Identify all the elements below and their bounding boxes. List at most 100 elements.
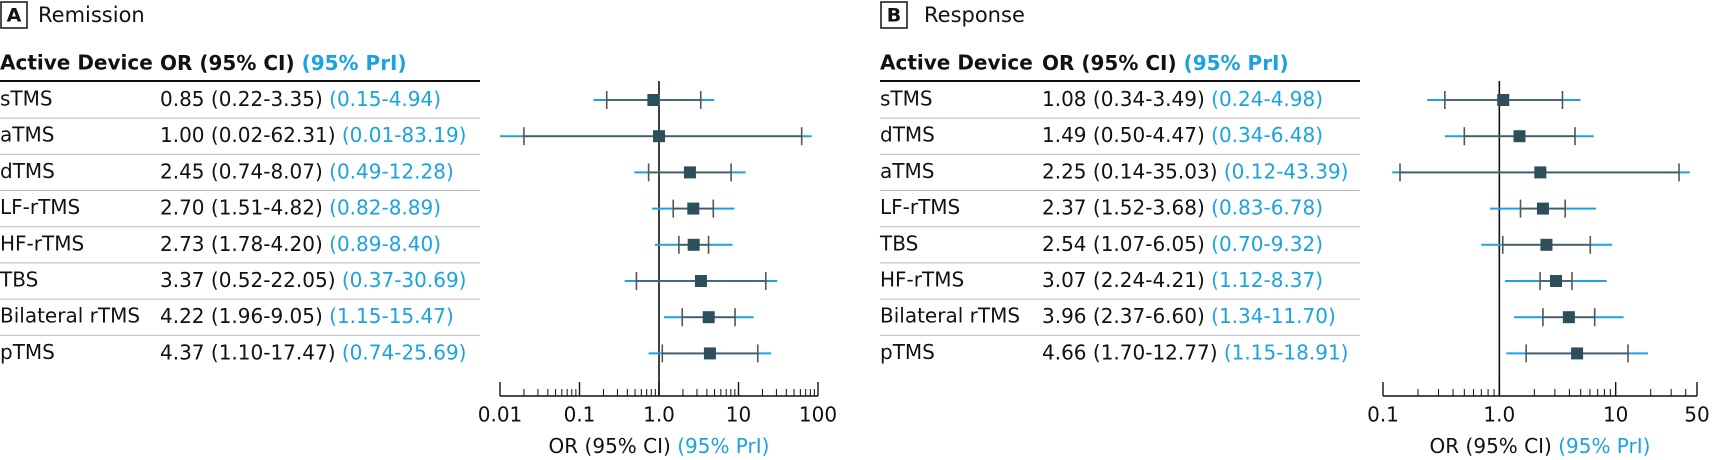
x-axis-label: OR (95% CI) (95% PrI) (549, 434, 770, 458)
row-device-label: aTMS (880, 159, 934, 183)
row-pri-text: (0.74-25.69) (342, 340, 467, 364)
x-tick-label: 10 (726, 403, 751, 427)
row-device-label: aTMS (0, 123, 54, 147)
x-tick-label: 50 (1684, 403, 1709, 427)
or-marker (1562, 311, 1575, 324)
x-tick-label: 1.0 (643, 403, 675, 427)
row-device-label: LF-rTMS (880, 195, 960, 219)
row-estimate-text: 4.22 (1.96-9.05) (1.15-15.47) (160, 304, 454, 328)
panel-b-response: B Response Active Device OR (95% CI) (95% P… (879, 1, 1710, 458)
col-header-pri: (95% PrI) (302, 51, 407, 75)
row-device-label: dTMS (0, 159, 55, 183)
row-estimate-text: 2.54 (1.07-6.05) (0.70-9.32) (1042, 231, 1323, 255)
row-pri-text: (1.15-15.47) (329, 304, 454, 328)
x-axis-label-pri: (95% PrI) (677, 434, 769, 458)
panel-letter-box (880, 1, 908, 29)
panel-letter: A (7, 5, 22, 27)
or-marker (1513, 130, 1526, 143)
or-marker (703, 347, 716, 360)
x-axis-label: OR (95% CI) (95% PrI) (1430, 434, 1651, 458)
panel-title: Response (924, 3, 1025, 27)
or-marker (1497, 94, 1510, 106)
row-estimate-text: 3.07 (2.24-4.21) (1.12-8.37) (1042, 268, 1323, 292)
panel-a-remission: A Remission Active Device OR (95% CI) (95% … (0, 1, 837, 458)
row-pri-text: (0.12-43.39) (1224, 159, 1349, 183)
col-header-or-pri: OR (95% CI) (95% PrI) (160, 51, 407, 75)
row-estimate-text: 1.49 (0.50-4.47) (0.34-6.48) (1042, 123, 1323, 147)
row-device-label: HF-rTMS (0, 231, 84, 255)
or-marker (1536, 202, 1549, 215)
x-tick-label: 1.0 (1483, 403, 1515, 427)
x-tick-label: 100 (799, 403, 837, 427)
row-or-ci-text: 4.66 (1.70-12.77) (1042, 340, 1224, 364)
or-marker (694, 275, 707, 287)
row-pri-text: (0.82-8.89) (329, 195, 441, 219)
row-estimate-text: 4.37 (1.10-17.47) (0.74-25.69) (160, 340, 466, 364)
panel-title: Remission (38, 3, 145, 27)
row-or-ci-text: 2.45 (0.74-8.07) (160, 159, 329, 183)
row-or-ci-text: 4.22 (1.96-9.05) (160, 304, 329, 328)
row-device-label: sTMS (880, 87, 933, 111)
row-pri-text: (0.83-6.78) (1211, 195, 1323, 219)
row-or-ci-text: 3.37 (0.52-22.05) (160, 268, 342, 292)
col-header-or: OR (95% CI) (160, 51, 302, 75)
row-pri-text: (0.37-30.69) (342, 268, 467, 292)
x-axis-label-pri: (95% PrI) (1558, 434, 1650, 458)
row-or-ci-text: 2.70 (1.51-4.82) (160, 195, 329, 219)
x-axis-label-or: OR (95% CI) (549, 434, 678, 458)
x-axis-label-or: OR (95% CI) (1430, 434, 1559, 458)
row-estimate-text: 0.85 (0.22-3.35) (0.15-4.94) (160, 87, 441, 111)
row-device-label: Bilateral rTMS (0, 304, 140, 328)
row-estimate-text: 2.73 (1.78-4.20) (0.89-8.40) (160, 231, 441, 255)
or-marker (683, 166, 696, 179)
or-marker (702, 311, 715, 324)
row-or-ci-text: 2.73 (1.78-4.20) (160, 231, 329, 255)
row-estimate-text: 1.08 (0.34-3.49) (0.24-4.98) (1042, 87, 1323, 111)
or-marker (653, 130, 665, 143)
row-or-ci-text: 3.07 (2.24-4.21) (1042, 268, 1211, 292)
row-estimate-text: 3.37 (0.52-22.05) (0.37-30.69) (160, 268, 466, 292)
panel-letter-box (0, 1, 28, 29)
row-pri-text: (0.34-6.48) (1211, 123, 1323, 147)
row-pri-text: (0.15-4.94) (329, 87, 441, 111)
col-header-or: OR (95% CI) (1042, 51, 1184, 75)
x-tick-label: 0.1 (1367, 403, 1399, 427)
or-marker (1550, 275, 1563, 287)
row-device-label: dTMS (880, 123, 935, 147)
col-header-pri: (95% PrI) (1184, 51, 1289, 75)
row-estimate-text: 2.37 (1.52-3.68) (0.83-6.78) (1042, 195, 1323, 219)
row-pri-text: (0.89-8.40) (329, 231, 441, 255)
row-or-ci-text: 3.96 (2.37-6.60) (1042, 304, 1211, 328)
row-estimate-text: 2.70 (1.51-4.82) (0.82-8.89) (160, 195, 441, 219)
or-marker (647, 94, 660, 106)
row-device-label: pTMS (0, 340, 55, 364)
row-device-label: TBS (879, 231, 918, 255)
row-estimate-text: 2.25 (0.14-35.03) (0.12-43.39) (1042, 159, 1348, 183)
row-pri-text: (0.49-12.28) (329, 159, 454, 183)
or-marker (687, 202, 700, 215)
row-pri-text: (0.01-83.19) (342, 123, 467, 147)
col-header-device: Active Device (880, 51, 1033, 75)
row-or-ci-text: 1.08 (0.34-3.49) (1042, 87, 1211, 111)
or-marker (1534, 166, 1547, 179)
row-estimate-text: 4.66 (1.70-12.77) (1.15-18.91) (1042, 340, 1348, 364)
row-or-ci-text: 2.37 (1.52-3.68) (1042, 195, 1211, 219)
or-marker (1571, 347, 1584, 360)
row-pri-text: (1.12-8.37) (1211, 268, 1323, 292)
x-tick-label: 10 (1603, 403, 1628, 427)
row-estimate-text: 3.96 (2.37-6.60) (1.34-11.70) (1042, 304, 1336, 328)
row-device-label: sTMS (0, 87, 53, 111)
row-pri-text: (1.15-18.91) (1224, 340, 1349, 364)
row-estimate-text: 2.45 (0.74-8.07) (0.49-12.28) (160, 159, 454, 183)
panel-letter: B (887, 5, 901, 27)
x-tick-label: 0.01 (478, 403, 523, 427)
col-header-or-pri: OR (95% CI) (95% PrI) (1042, 51, 1289, 75)
row-device-label: pTMS (880, 340, 935, 364)
row-or-ci-text: 1.49 (0.50-4.47) (1042, 123, 1211, 147)
row-or-ci-text: 1.00 (0.02-62.31) (160, 123, 342, 147)
row-or-ci-text: 4.37 (1.10-17.47) (160, 340, 342, 364)
col-header-device: Active Device (0, 51, 153, 75)
row-device-label: TBS (0, 268, 38, 292)
row-or-ci-text: 2.25 (0.14-35.03) (1042, 159, 1224, 183)
